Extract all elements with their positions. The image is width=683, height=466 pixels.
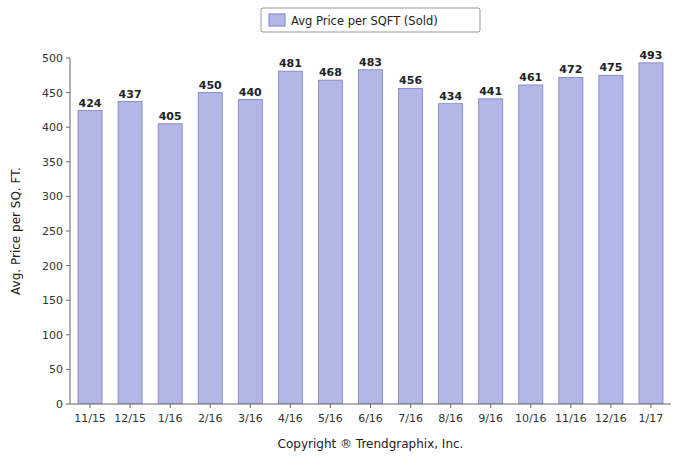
y-tick-label: 400 (42, 121, 63, 134)
bar (439, 104, 463, 404)
x-tick (410, 404, 411, 408)
bar (198, 93, 222, 404)
data-label: 456 (399, 74, 422, 87)
y-tick-label: 500 (42, 52, 63, 65)
y-tick-label: 300 (42, 190, 63, 203)
y-tick (66, 161, 70, 162)
y-tick-label: 200 (42, 260, 63, 273)
bar (399, 88, 423, 404)
x-tick-label: 7/16 (398, 412, 423, 425)
x-tick (210, 404, 211, 408)
x-tick-label: 8/16 (438, 412, 463, 425)
y-tick (66, 231, 70, 232)
bar (358, 70, 382, 404)
y-axis-label: Avg. Price per SQ. FT. (9, 167, 23, 295)
y-tick-label: 350 (42, 156, 63, 169)
y-tick (66, 196, 70, 197)
y-tick-label: 250 (42, 225, 63, 238)
x-tick-label: 4/16 (278, 412, 303, 425)
x-tick (650, 404, 651, 408)
bar (78, 111, 102, 404)
data-label: 450 (199, 79, 222, 92)
data-label: 483 (359, 56, 382, 69)
x-tick-label: 12/16 (595, 412, 627, 425)
bar (318, 80, 342, 404)
x-tick-label: 3/16 (238, 412, 263, 425)
legend-swatch (269, 14, 285, 26)
data-label: 461 (519, 71, 542, 84)
y-tick (66, 265, 70, 266)
bar (519, 85, 543, 404)
y-tick (66, 127, 70, 128)
data-label: 441 (479, 85, 502, 98)
bar (559, 77, 583, 404)
y-tick-label: 0 (56, 398, 63, 411)
x-tick (250, 404, 251, 408)
x-tick-label: 1/16 (158, 412, 183, 425)
y-tick-label: 450 (42, 87, 63, 100)
y-tick (66, 369, 70, 370)
x-tick (450, 404, 451, 408)
y-tick (66, 92, 70, 93)
x-tick-label: 12/15 (114, 412, 146, 425)
bar (639, 63, 663, 404)
y-tick (66, 404, 70, 405)
x-tick (370, 404, 371, 408)
data-label: 472 (559, 63, 582, 76)
data-label: 475 (599, 61, 622, 74)
data-label: 468 (319, 66, 342, 79)
data-label: 440 (239, 86, 262, 99)
x-tick-label: 6/16 (358, 412, 383, 425)
y-tick-label: 50 (49, 363, 63, 376)
legend-frame (261, 8, 480, 32)
y-tick (66, 300, 70, 301)
x-tick-label: 11/15 (74, 412, 106, 425)
bar (479, 99, 503, 404)
chart: 424 437 405 450 440 481 468 483 456 434 441 461 472 4… (0, 0, 683, 466)
x-tick (530, 404, 531, 408)
bar (278, 71, 302, 404)
legend-label: Avg Price per SQFT (Sold) (291, 14, 438, 28)
x-tick-label: 1/17 (639, 412, 664, 425)
data-labels: 424 437 405 450 440 481 468 483 456 434 441 461 472 4… (79, 49, 663, 123)
x-tick (290, 404, 291, 408)
x-tick (130, 404, 131, 408)
y-tick-label: 150 (42, 294, 63, 307)
y-tick-label: 100 (42, 329, 63, 342)
bar (118, 102, 142, 404)
legend: Avg Price per SQFT (Sold) (261, 8, 480, 32)
y-tick (66, 334, 70, 335)
x-axis-label: Copyright ® Trendgraphix, Inc. (278, 437, 464, 451)
x-tick (170, 404, 171, 408)
x-tick (610, 404, 611, 408)
bar (158, 124, 182, 404)
x-tick-label: 2/16 (198, 412, 223, 425)
data-label: 434 (439, 90, 462, 103)
data-label: 405 (159, 110, 182, 123)
data-label: 437 (119, 88, 142, 101)
x-tick (490, 404, 491, 408)
data-label: 424 (79, 97, 102, 110)
data-label: 481 (279, 57, 302, 70)
data-label: 493 (639, 49, 662, 62)
x-tick-label: 10/16 (515, 412, 547, 425)
x-tick (570, 404, 571, 408)
x-tick (330, 404, 331, 408)
bars (78, 63, 663, 404)
x-tick-label: 9/16 (478, 412, 503, 425)
bar (599, 75, 623, 404)
x-tick (90, 404, 91, 408)
x-tick-label: 11/16 (555, 412, 587, 425)
y-tick (66, 58, 70, 59)
bar (238, 100, 262, 404)
x-tick-label: 5/16 (318, 412, 343, 425)
